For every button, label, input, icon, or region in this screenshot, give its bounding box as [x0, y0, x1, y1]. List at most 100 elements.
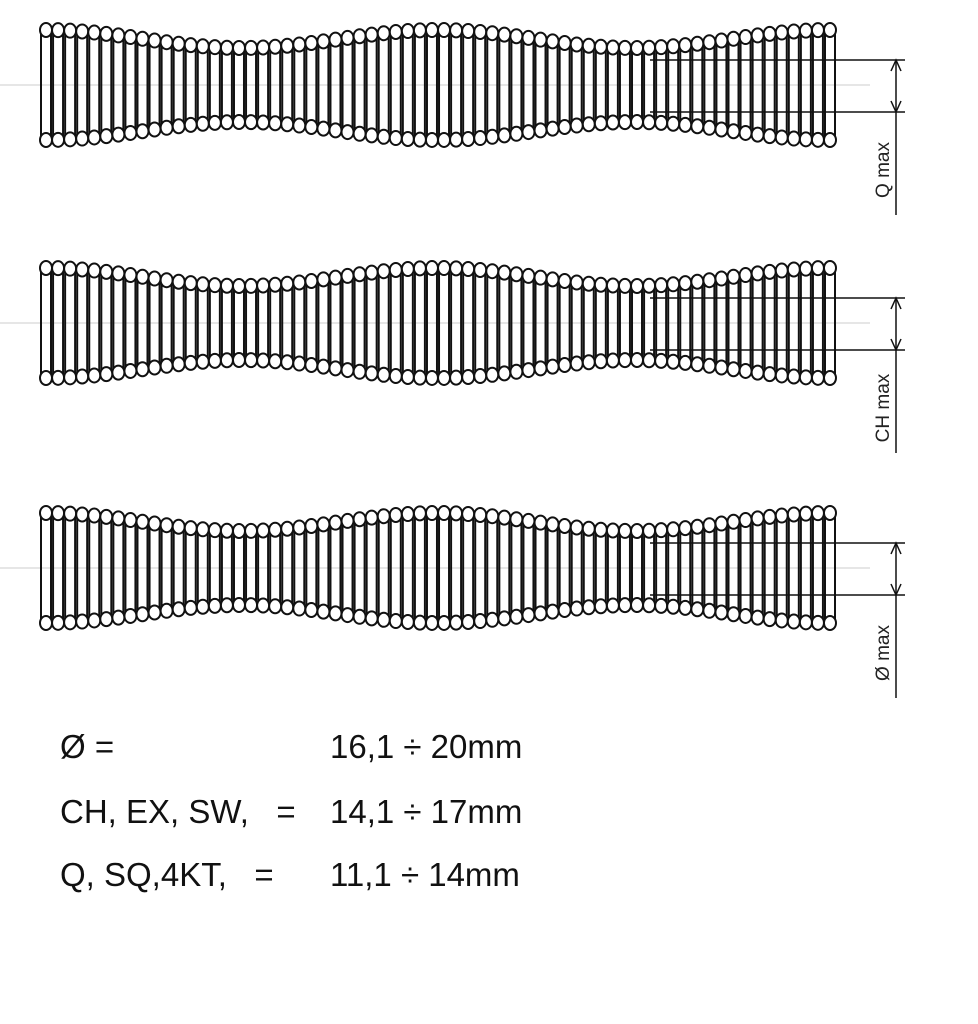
coil-end	[449, 369, 464, 386]
coil-end	[654, 597, 669, 614]
coil-end	[533, 269, 548, 286]
coil-end	[111, 126, 126, 143]
coil-end	[786, 613, 801, 630]
coil-end	[256, 39, 271, 56]
spec-range: 14,1 ÷ 17mm	[330, 793, 523, 830]
coil-end	[352, 125, 367, 142]
coil-end	[183, 37, 198, 54]
coil-end	[111, 609, 126, 626]
coil-end	[135, 268, 150, 285]
coil-end	[605, 597, 620, 614]
coil-end	[75, 506, 90, 523]
coil-end	[497, 264, 512, 281]
coil-end	[244, 39, 259, 56]
coil-end	[762, 611, 777, 628]
coil-end	[654, 352, 669, 369]
coil-end	[714, 604, 729, 621]
coil-end	[340, 512, 355, 529]
coil-end	[388, 261, 403, 278]
coil-end	[159, 119, 174, 136]
coil-end	[678, 354, 693, 371]
coil-end	[702, 517, 717, 534]
coil-end	[617, 277, 632, 294]
coil-end	[316, 358, 331, 375]
coil-end	[581, 275, 596, 292]
coil-end	[714, 32, 729, 49]
coil-end	[786, 506, 801, 523]
coil-end	[135, 606, 150, 623]
coil-end	[823, 615, 837, 631]
coil-end	[774, 367, 789, 384]
coil-end	[376, 366, 391, 383]
coil-end	[617, 522, 632, 539]
coil-end	[449, 614, 464, 631]
coil-end	[304, 517, 319, 534]
coil-end	[545, 516, 560, 533]
coil-end	[690, 356, 705, 373]
coil-end	[774, 612, 789, 629]
coil-end	[412, 369, 427, 386]
coil-end	[280, 116, 295, 133]
coil-end	[340, 267, 355, 284]
coil-end	[231, 522, 246, 539]
coil-end	[292, 355, 307, 372]
coil-end	[557, 602, 572, 619]
coil-end	[412, 131, 427, 148]
coil-end	[786, 368, 801, 385]
coil-end	[63, 505, 78, 522]
coil-end	[256, 597, 271, 614]
coil-end	[340, 29, 355, 46]
coil-end	[231, 277, 246, 294]
spring	[0, 260, 870, 386]
coil-end	[412, 22, 427, 39]
coil-end	[437, 369, 452, 386]
coil-end	[798, 369, 813, 386]
coil-end	[630, 39, 645, 56]
coil-end	[798, 505, 813, 522]
coil-end	[437, 614, 452, 631]
coil-end	[798, 131, 813, 148]
coil-end	[593, 598, 608, 615]
coil-end	[328, 514, 343, 531]
coil-end	[195, 598, 210, 615]
coil-end	[823, 260, 837, 276]
coil-end	[557, 34, 572, 51]
coil-end	[316, 120, 331, 137]
coil-end	[195, 521, 210, 538]
coil-end	[388, 23, 403, 40]
coil-end	[135, 30, 150, 47]
spring	[0, 22, 870, 148]
coil-end	[630, 597, 645, 614]
coil-end	[424, 22, 439, 39]
coil-end	[244, 597, 259, 614]
coil-end	[99, 366, 114, 383]
coil-end	[762, 366, 777, 383]
coil-end	[99, 508, 114, 525]
coil-end	[678, 37, 693, 54]
coil-end	[39, 505, 53, 521]
coil-end	[207, 522, 222, 539]
coil-end	[461, 368, 476, 385]
coil-end	[171, 601, 186, 618]
coil-end	[207, 352, 222, 369]
coil-end	[292, 117, 307, 134]
coil-end	[666, 353, 681, 370]
coil-end	[195, 276, 210, 293]
coil-end	[280, 37, 295, 54]
coil-end	[304, 34, 319, 51]
coil-end	[762, 508, 777, 525]
coil-end	[642, 114, 657, 131]
coil-end	[714, 121, 729, 138]
coil-end	[545, 33, 560, 50]
coil-end	[485, 611, 500, 628]
coil-end	[51, 260, 66, 277]
coil-end	[690, 35, 705, 52]
coil-end	[99, 263, 114, 280]
coil-end	[545, 271, 560, 288]
coil-end	[280, 520, 295, 537]
coil-end	[750, 609, 765, 626]
coil-end	[509, 125, 524, 142]
coil-end	[690, 118, 705, 135]
coil-end	[219, 114, 234, 131]
